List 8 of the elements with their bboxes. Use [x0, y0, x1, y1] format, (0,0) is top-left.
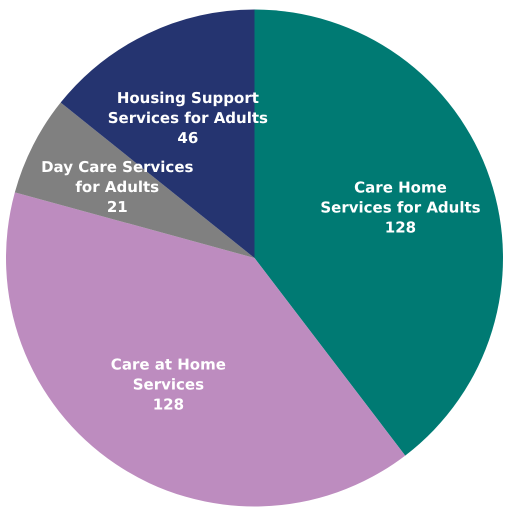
- data-label: 128: [152, 396, 184, 414]
- slice-label: Care Home Services for Adults: [320, 178, 481, 217]
- data-label: 21: [106, 198, 128, 216]
- data-label: 128: [384, 218, 416, 237]
- data-label: 46: [177, 128, 198, 147]
- slice-label: Day Care Services for Adults: [41, 158, 194, 196]
- slice-label: Housing Support Services for Adults: [108, 88, 268, 127]
- slice-label: Care at Home Services: [110, 356, 226, 394]
